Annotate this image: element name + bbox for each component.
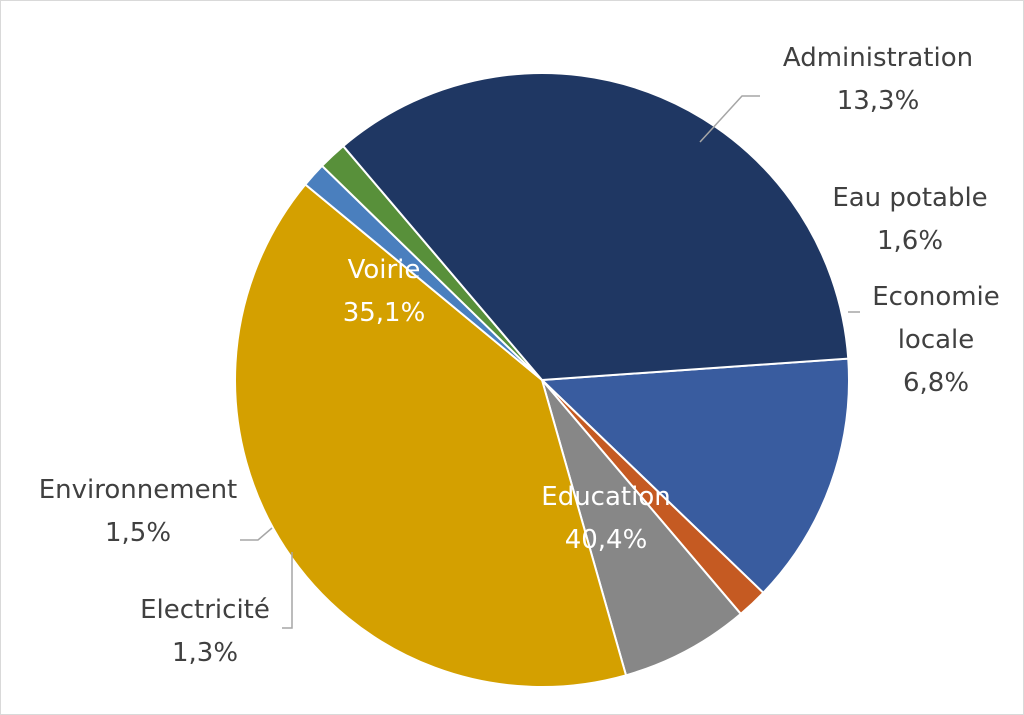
data-label-value: 1,5% (105, 518, 171, 548)
data-label-value: 6,8% (903, 368, 969, 398)
data-label-environnement: Environnement 1,5% (39, 475, 238, 548)
data-label-category: Education (541, 482, 670, 512)
data-label-value: 13,3% (837, 86, 920, 116)
data-label-value: 40,4% (565, 525, 648, 555)
data-label-eau-potable: Eau potable 1,6% (832, 183, 987, 256)
leader-line-electricite (282, 552, 292, 628)
pie-chart: Administration 13,3% Eau potable 1,6% Econom… (0, 0, 1024, 715)
data-label-electricite: Electricité 1,3% (140, 595, 270, 668)
data-label-category: Administration (783, 43, 973, 73)
data-label-category: Electricité (140, 595, 270, 625)
data-label-category: Environnement (39, 475, 238, 505)
leader-line-environnement (240, 528, 272, 540)
data-label-value: 1,3% (172, 638, 238, 668)
data-label-category: Voirie (348, 255, 421, 285)
data-label-value: 35,1% (343, 298, 426, 328)
data-label-economie-locale: Economie locale 6,8% (872, 282, 1000, 398)
data-label-category: Economie (872, 282, 1000, 312)
data-label-category: locale (898, 325, 975, 355)
data-label-category: Eau potable (832, 183, 987, 213)
data-label-administration: Administration 13,3% (783, 43, 973, 116)
data-label-value: 1,6% (877, 226, 943, 256)
